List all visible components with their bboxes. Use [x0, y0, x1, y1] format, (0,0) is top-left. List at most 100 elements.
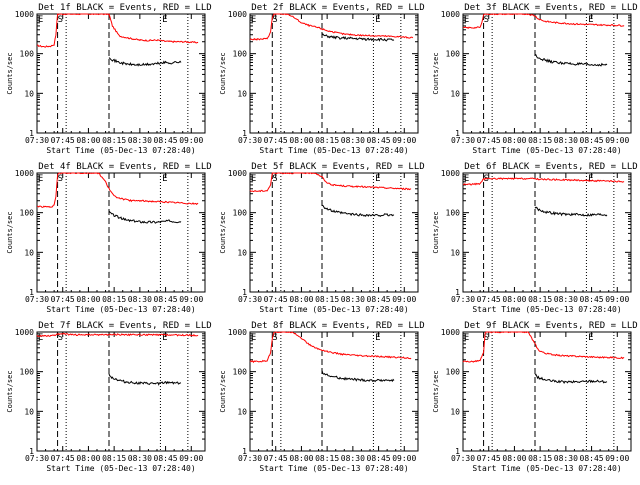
y-tick-label: 1 — [242, 447, 247, 456]
y-tick-label: 1 — [29, 447, 34, 456]
panel-title: Det 2f BLACK = Events, RED = LLD — [251, 3, 424, 13]
x-tick-label: 08:00 — [289, 136, 313, 145]
plot-frame — [249, 13, 419, 134]
series-events — [321, 370, 395, 383]
panel-6: Det 6f BLACK = Events, RED = LLD 07:30 07:… — [432, 162, 638, 314]
marker-label: E — [251, 15, 256, 25]
y-tick-label: 100 — [233, 209, 248, 218]
series-lld — [36, 332, 199, 338]
plot-frame — [462, 331, 632, 452]
plot-frame — [36, 172, 206, 293]
panel-title: Det 8f BLACK = Events, RED = LLD — [251, 321, 424, 331]
y-tick-label: 10 — [24, 248, 34, 257]
panel-title: Det 3f BLACK = Events, RED = LLD — [464, 3, 637, 13]
x-axis-label: Start Time (05-Dec-13 07:28:40) — [259, 305, 408, 314]
x-tick-label: 07:45 — [51, 136, 75, 145]
y-tick-label: 1 — [455, 288, 460, 297]
y-tick-label: 10 — [450, 89, 460, 98]
x-tick-label: 09:00 — [605, 295, 629, 304]
marker-label: E — [162, 15, 167, 25]
x-axis-label: Start Time (05-Dec-13 07:28:40) — [472, 305, 621, 314]
y-tick-label: 100 — [446, 368, 461, 377]
y-axis-label: Counts/sec — [219, 52, 227, 94]
x-axis-label: Start Time (05-Dec-13 07:28:40) — [472, 464, 621, 473]
y-tick-label: 1000 — [441, 10, 460, 19]
marker-label: E — [464, 174, 469, 184]
panel-title: Det 9f BLACK = Events, RED = LLD — [464, 321, 637, 331]
x-tick-label: 08:45 — [154, 136, 178, 145]
x-tick-label: 07:45 — [264, 136, 288, 145]
x-tick-label: 09:00 — [605, 454, 629, 463]
y-axis-label: Counts/sec — [6, 370, 14, 412]
x-tick-label: 07:30 — [451, 454, 475, 463]
x-tick-label: 08:30 — [554, 454, 578, 463]
x-tick-label: 08:30 — [554, 136, 578, 145]
y-tick-label: 10 — [237, 89, 247, 98]
panel-title: Det 5f BLACK = Events, RED = LLD — [251, 162, 424, 172]
y-axis-label: Counts/sec — [432, 211, 440, 253]
y-tick-label: 1 — [242, 129, 247, 138]
x-axis-label: Start Time (05-Dec-13 07:28:40) — [46, 464, 195, 473]
panel-3: Det 3f BLACK = Events, RED = LLD 07:30 07:… — [432, 3, 638, 155]
marker-label: E — [38, 174, 43, 184]
y-tick-label: 10 — [450, 407, 460, 416]
panel-title: Det 7f BLACK = Events, RED = LLD — [38, 321, 211, 331]
x-tick-label: 07:30 — [25, 454, 49, 463]
series-lld — [249, 172, 412, 193]
x-tick-label: 08:15 — [102, 454, 126, 463]
y-tick-label: 1 — [455, 447, 460, 456]
x-tick-label: 08:00 — [502, 136, 526, 145]
x-tick-label: 09:00 — [179, 136, 203, 145]
x-tick-label: 08:45 — [580, 295, 604, 304]
series-lld — [249, 331, 412, 364]
y-axis-label: Counts/sec — [6, 52, 14, 94]
x-tick-label: 08:45 — [154, 454, 178, 463]
y-axis-label: Counts/sec — [6, 211, 14, 253]
series-lld — [462, 331, 625, 363]
marker-label: S — [58, 333, 63, 343]
x-axis-label: Start Time (05-Dec-13 07:28:40) — [472, 146, 621, 155]
x-tick-label: 08:00 — [502, 454, 526, 463]
x-tick-label: 08:30 — [341, 136, 365, 145]
x-tick-label: 07:30 — [451, 295, 475, 304]
y-tick-label: 10 — [24, 407, 34, 416]
y-tick-label: 1 — [29, 129, 34, 138]
panel-title: Det 4f BLACK = Events, RED = LLD — [38, 162, 211, 172]
panel-1: Det 1f BLACK = Events, RED = LLD 07:30 07:… — [6, 3, 212, 155]
marker-label: E — [375, 15, 380, 25]
marker-label: S — [272, 174, 277, 184]
x-tick-label: 09:00 — [179, 295, 203, 304]
y-tick-label: 1 — [242, 288, 247, 297]
x-tick-label: 08:00 — [289, 454, 313, 463]
x-tick-label: 08:15 — [528, 454, 552, 463]
marker-label: E — [464, 333, 469, 343]
series-events — [108, 210, 182, 224]
series-events — [534, 53, 608, 67]
x-axis-label: Start Time (05-Dec-13 07:28:40) — [46, 305, 195, 314]
marker-label: E — [375, 174, 380, 184]
x-axis-label: Start Time (05-Dec-13 07:28:40) — [259, 146, 408, 155]
x-tick-label: 08:15 — [528, 295, 552, 304]
x-tick-label: 08:15 — [315, 136, 339, 145]
y-axis-label: Counts/sec — [219, 211, 227, 253]
marker-label: E — [38, 333, 43, 343]
x-tick-label: 08:30 — [128, 454, 152, 463]
x-tick-label: 07:45 — [51, 454, 75, 463]
x-tick-label: 08:15 — [102, 295, 126, 304]
y-tick-label: 10 — [450, 248, 460, 257]
plot-frame — [462, 13, 632, 134]
panel-4: Det 4f BLACK = Events, RED = LLD 07:30 07:… — [6, 162, 212, 314]
x-tick-label: 07:30 — [238, 454, 262, 463]
panel-7: Det 7f BLACK = Events, RED = LLD 07:30 07:… — [6, 321, 212, 473]
series-lld — [37, 172, 199, 208]
y-axis-label: Counts/sec — [432, 370, 440, 412]
x-tick-label: 08:00 — [502, 295, 526, 304]
series-events — [108, 57, 182, 67]
x-tick-label: 07:45 — [477, 295, 501, 304]
x-tick-label: 07:30 — [451, 136, 475, 145]
x-tick-label: 09:00 — [392, 136, 416, 145]
plot-frame — [36, 331, 206, 452]
marker-label: S — [272, 333, 277, 343]
y-tick-label: 1000 — [441, 169, 460, 178]
